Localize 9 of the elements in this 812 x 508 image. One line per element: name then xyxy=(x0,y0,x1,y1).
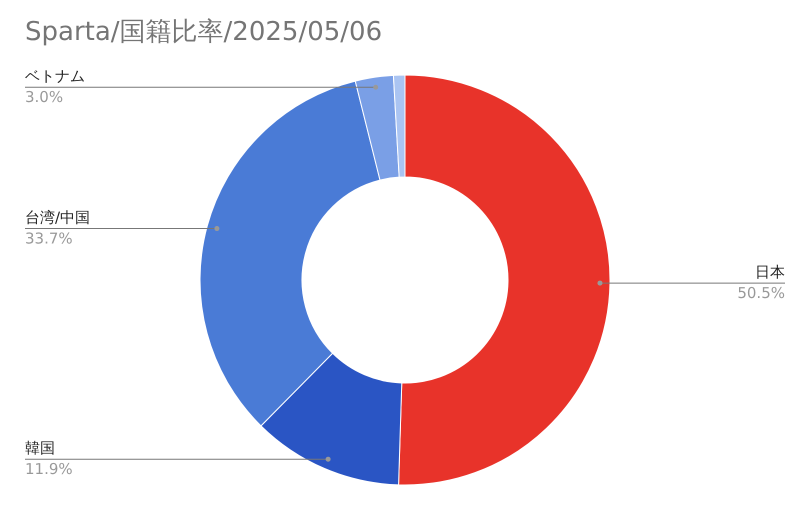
data-label: 3.0% xyxy=(25,88,64,106)
slice-label: 台湾/中国 xyxy=(25,208,90,227)
chart-title: Sparta/国籍比率/2025/05/06 xyxy=(25,17,382,47)
slice-label: 韓国 xyxy=(25,439,55,458)
data-label: 11.9% xyxy=(25,460,73,478)
data-label: 50.5% xyxy=(737,284,785,302)
data-label: 33.7% xyxy=(25,230,73,248)
slice-label: 日本 xyxy=(755,263,785,282)
slice-label: ベトナム xyxy=(25,67,85,86)
